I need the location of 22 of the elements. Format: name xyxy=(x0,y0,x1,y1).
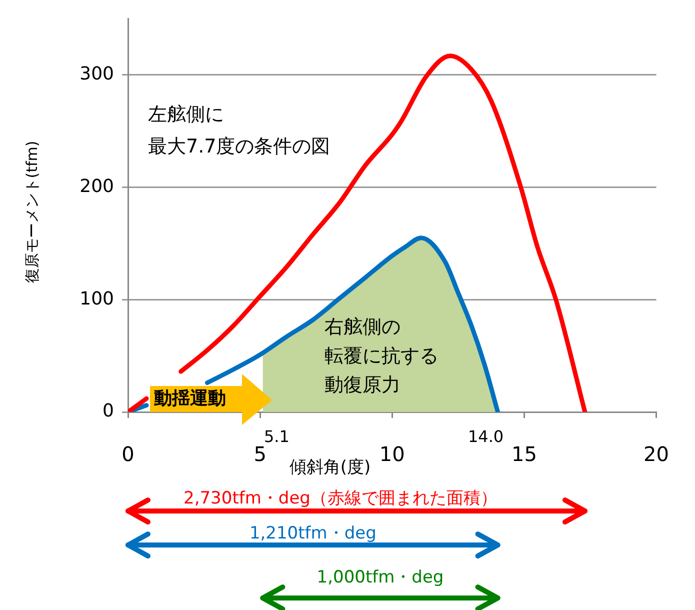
x-tick-label: 10 xyxy=(379,442,405,466)
x-tick-label: 5 xyxy=(254,442,266,466)
x-tick-label: 0 xyxy=(122,442,134,466)
text: 2,730tfm・deg（赤線で囲まれた面積） xyxy=(184,488,498,508)
annotation: 動揺運動 xyxy=(154,388,226,410)
y-tick-label: 0 xyxy=(102,400,114,422)
x-tick-label: 20 xyxy=(644,442,669,466)
annotation: 左舷側に xyxy=(148,104,224,126)
annotation: 動復原力 xyxy=(324,374,401,396)
x-axis-title: 傾斜角(度) xyxy=(289,457,371,478)
y-tick-label: 100 xyxy=(80,288,114,310)
text: 1,210tfm・deg xyxy=(249,523,376,544)
text: 14.0 xyxy=(468,427,504,446)
y-tick-label: 300 xyxy=(80,64,114,85)
annotation: 最大7.7度の条件の図 xyxy=(148,136,330,158)
y-tick-label: 200 xyxy=(80,176,114,197)
x-tick-label: 15 xyxy=(511,442,537,466)
annotation: 右舷側の xyxy=(324,316,401,338)
text: 1,000tfm・deg xyxy=(316,567,444,588)
text: 5.1 xyxy=(264,427,290,446)
annotation: 転覆に抗する xyxy=(324,344,439,367)
y-axis-title: 復原モーメント(tfm) xyxy=(22,140,41,284)
